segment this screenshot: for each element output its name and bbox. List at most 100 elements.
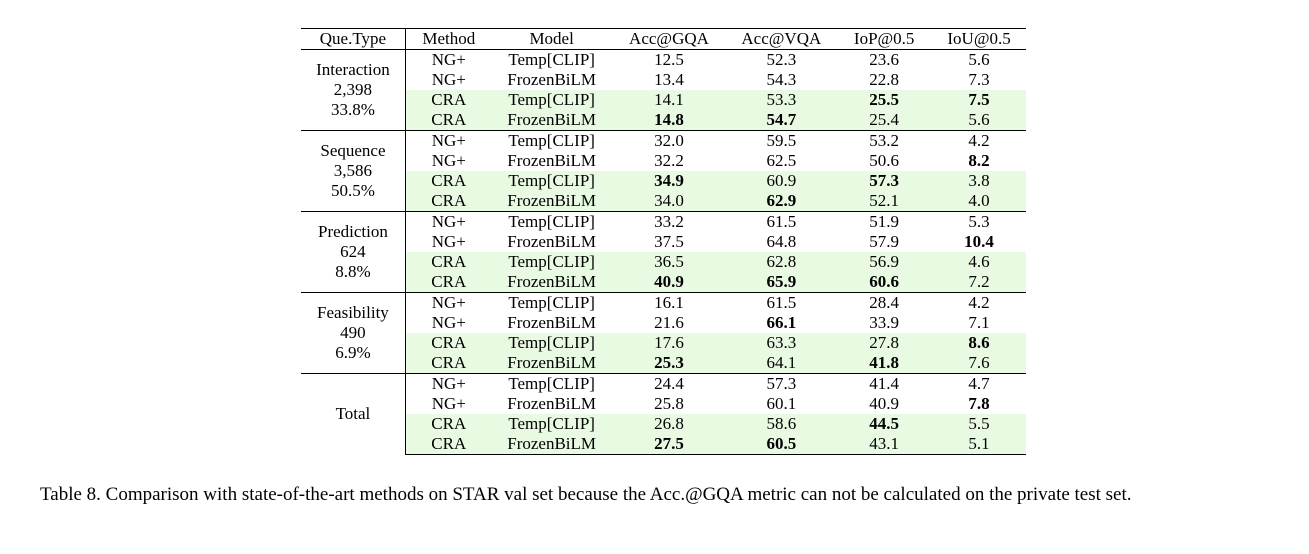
acc-vqa-cell: 66.1: [766, 313, 797, 332]
method-cell: NG+: [431, 151, 466, 170]
model-cell: Temp[CLIP]: [491, 292, 612, 313]
table-row: CRA FrozenBiLM 27.5 60.5 43.1 5.1: [301, 434, 1026, 455]
acc-vqa-cell: 60.1: [766, 394, 797, 413]
acc-vqa-cell: 60.9: [726, 171, 837, 191]
iou-cell: 5.6: [932, 110, 1026, 131]
method-cell: CRA: [405, 171, 492, 191]
table-row: Sequence 3,586 50.5% NG+ Temp[CLIP] 32.0 59.5 5…: [301, 130, 1026, 212]
model-cell: Temp[CLIP]: [491, 373, 612, 394]
iou-cell: 8.2: [968, 151, 990, 170]
header-que-type: Que.Type: [301, 28, 406, 50]
acc-gqa-cell: 34.9: [611, 171, 727, 191]
model-cell: FrozenBiLM: [507, 313, 597, 332]
iou-cell: 4.6: [932, 252, 1026, 272]
table-row: CRA Temp[CLIP] 26.8 58.6 44.5 5.5: [301, 414, 1026, 434]
table-row: NG+ FrozenBiLM 32.2 62.5 50.6 8.2: [301, 151, 1026, 171]
model-cell: FrozenBiLM: [491, 353, 612, 374]
model-cell: Temp[CLIP]: [491, 414, 612, 434]
table-row: CRA Temp[CLIP] 34.9 60.9 57.3 3.8: [301, 171, 1026, 191]
iou-cell: 4.7: [932, 373, 1026, 394]
model-cell: FrozenBiLM: [491, 110, 612, 131]
iou-cell: 4.2: [932, 130, 1026, 151]
iou-cell: 4.0: [932, 191, 1026, 212]
iou-cell: 3.8: [932, 171, 1026, 191]
question-type-cell: Sequence 3,586 50.5%: [301, 130, 406, 212]
iop-cell: 41.4: [836, 373, 933, 394]
acc-vqa-cell: 64.8: [766, 232, 797, 251]
acc-vqa-cell: 64.1: [726, 353, 837, 374]
question-type-name: Interaction: [316, 60, 390, 79]
acc-gqa-cell: 14.1: [611, 90, 727, 110]
table-row: NG+ FrozenBiLM 25.8 60.1 40.9 7.8: [301, 394, 1026, 414]
method-cell: NG+: [431, 394, 466, 413]
acc-gqa-cell: 36.5: [611, 252, 727, 272]
iou-cell: 5.6: [968, 50, 990, 69]
method-cell: CRA: [405, 191, 492, 212]
acc-vqa-cell: 60.5: [726, 434, 837, 455]
method-cell: CRA: [405, 110, 492, 131]
question-type-name: Prediction: [317, 222, 388, 241]
method-cell: NG+: [405, 211, 492, 232]
iou-cell: 5.5: [932, 414, 1026, 434]
question-type-count: 2,398: [333, 80, 373, 99]
acc-gqa-cell: 25.3: [611, 353, 727, 374]
acc-vqa-cell: 63.3: [726, 333, 837, 353]
iou-cell: 7.2: [932, 272, 1026, 293]
table-caption: Table 8. Comparison with state-of-the-ar…: [40, 484, 1132, 505]
table-row: CRA FrozenBiLM 25.3 64.1 41.8 7.6: [301, 353, 1026, 374]
acc-gqa-cell: 21.6: [654, 313, 684, 332]
question-type-percent: 8.8%: [335, 262, 371, 281]
table-row: CRA FrozenBiLM 34.0 62.9 52.1 4.0: [301, 191, 1026, 212]
iop-cell: 52.1: [836, 191, 933, 212]
method-cell: CRA: [405, 434, 492, 455]
iop-cell: 57.3: [836, 171, 933, 191]
table-row: NG+ FrozenBiLM 13.4 54.3 22.8 7.3: [301, 70, 1026, 90]
iop-cell: 50.6: [869, 151, 900, 170]
iop-cell: 53.2: [836, 130, 933, 151]
table-row: CRA Temp[CLIP] 36.5 62.8 56.9 4.6: [301, 252, 1026, 272]
question-type-name: Feasibility: [317, 303, 389, 322]
header-acc-vqa: Acc@VQA: [741, 29, 822, 48]
acc-gqa-cell: 32.0: [611, 130, 727, 151]
iop-cell: 56.9: [836, 252, 933, 272]
header-iou: IoU@0.5: [947, 29, 1011, 48]
question-type-name: Total: [335, 404, 371, 424]
acc-gqa-cell: 13.4: [654, 70, 684, 89]
iou-cell: 7.6: [932, 353, 1026, 374]
acc-gqa-cell: 16.1: [611, 292, 727, 313]
iou-cell: 10.4: [964, 232, 994, 251]
method-cell: NG+: [431, 50, 466, 69]
iop-cell: 23.6: [869, 50, 900, 69]
acc-gqa-cell: 14.8: [611, 110, 727, 131]
table-row: Total NG+ Temp[CLIP] 24.4 57.3 41.4 4.7: [301, 373, 1026, 455]
acc-gqa-cell: 40.9: [611, 272, 727, 293]
header-iop: IoP@0.5: [853, 29, 915, 48]
iop-cell: 25.4: [836, 110, 933, 131]
iop-cell: 57.9: [869, 232, 900, 251]
iop-cell: 22.8: [869, 70, 900, 89]
question-type-count: 624: [340, 242, 366, 261]
header-method: Method: [422, 29, 476, 48]
table-row: CRA Temp[CLIP] 14.1 53.3 25.5 7.5: [301, 90, 1026, 110]
iou-cell: 4.2: [932, 292, 1026, 313]
iop-cell: 40.9: [869, 394, 900, 413]
acc-gqa-cell: 25.8: [654, 394, 684, 413]
method-cell: CRA: [405, 272, 492, 293]
table-row: Feasibility 490 6.9% NG+ Temp[CLIP] 16.1 61.5 2…: [301, 292, 1026, 374]
question-type-cell: Feasibility 490 6.9%: [301, 292, 406, 374]
question-type-name: Sequence: [320, 141, 386, 160]
model-cell: FrozenBiLM: [491, 434, 612, 455]
iou-cell: 5.3: [932, 211, 1026, 232]
acc-gqa-cell: 33.2: [611, 211, 727, 232]
table-row: NG+ FrozenBiLM 21.6 66.1 33.9 7.1: [301, 313, 1026, 333]
model-cell: Temp[CLIP]: [491, 211, 612, 232]
model-cell: FrozenBiLM: [507, 394, 597, 413]
iop-cell: 41.8: [836, 353, 933, 374]
acc-gqa-cell: 27.5: [611, 434, 727, 455]
question-type-cell: Total: [301, 373, 406, 455]
acc-vqa-cell: 53.3: [726, 90, 837, 110]
header-acc-gqa: Acc@GQA: [629, 29, 709, 48]
acc-gqa-cell: 26.8: [611, 414, 727, 434]
question-type-percent: 50.5%: [330, 181, 375, 200]
table-row: CRA FrozenBiLM 40.9 65.9 60.6 7.2: [301, 272, 1026, 293]
